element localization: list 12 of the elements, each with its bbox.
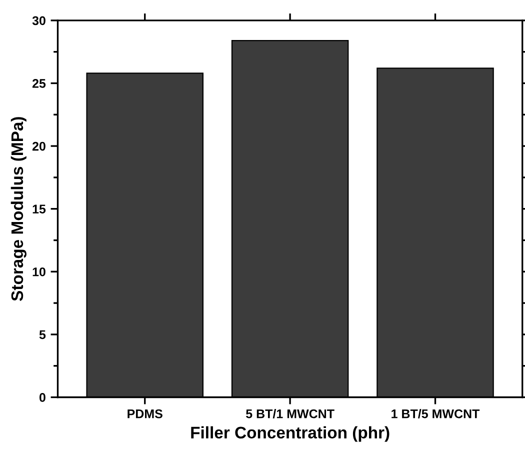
y-tick-label: 5 xyxy=(39,330,46,340)
y-tick-label: 0 xyxy=(39,393,46,402)
x-tick-label: 5 BT/1 MWCNT xyxy=(246,409,334,418)
y-tick-label: 20 xyxy=(32,142,46,151)
x-tick-label: 1 BT/5 MWCNT xyxy=(392,409,480,418)
x-axis-title: Filler Concentration (phr) xyxy=(191,426,390,442)
y-tick-label: 25 xyxy=(32,79,46,88)
y-axis-title: Storage Modulus (MPa) xyxy=(10,117,26,301)
y-tick-label: 10 xyxy=(32,267,46,276)
x-tick-label: PDMS xyxy=(128,409,162,418)
y-tick-label: 15 xyxy=(32,204,46,214)
y-tick-label: 30 xyxy=(32,16,46,26)
